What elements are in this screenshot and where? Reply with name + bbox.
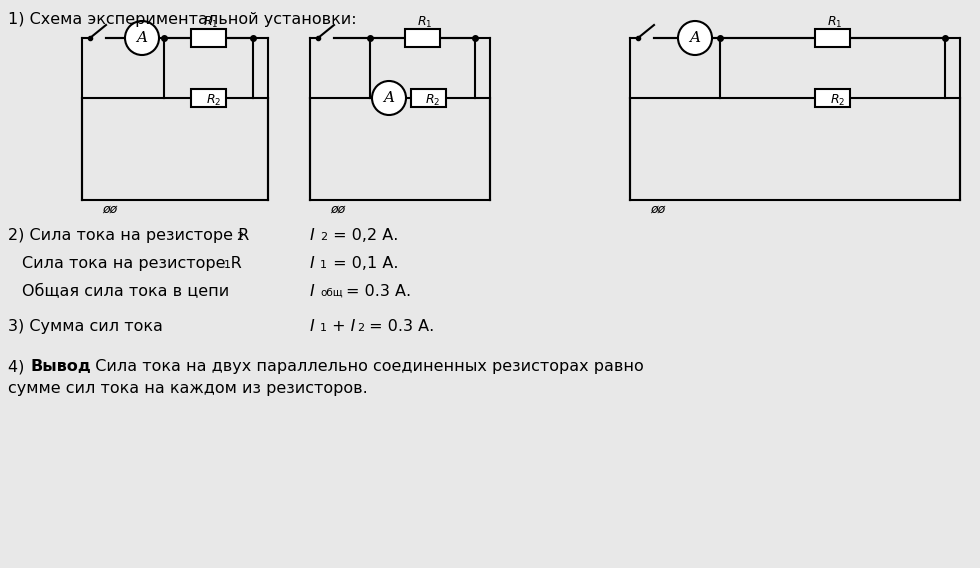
Bar [405, 29, 440, 47]
Text: = 0,2 А.: = 0,2 А. [328, 228, 399, 243]
Text: $R_2$: $R_2$ [830, 93, 845, 107]
Text: 4): 4) [8, 359, 29, 374]
Text: Общая сила тока в цепи: Общая сила тока в цепи [22, 284, 229, 299]
Text: 1: 1 [320, 323, 327, 333]
Text: 2: 2 [357, 323, 365, 333]
Bar [815, 29, 850, 47]
Text: øø: øø [651, 203, 665, 216]
Circle shape [678, 21, 712, 55]
Text: I: I [310, 256, 315, 271]
Text: общ: общ [320, 288, 343, 298]
Bar [191, 29, 226, 47]
Bar [815, 89, 850, 107]
Text: $R_1$: $R_1$ [416, 14, 432, 30]
Text: = 0.3 А.: = 0.3 А. [364, 319, 434, 334]
Text: $R_1$: $R_1$ [827, 14, 842, 30]
Text: 1: 1 [320, 260, 327, 270]
Text: + I: + I [327, 319, 356, 334]
Text: øø: øø [330, 203, 346, 216]
Text: 3) Сумма сил тока: 3) Сумма сил тока [8, 319, 163, 334]
Text: Вывод: Вывод [30, 359, 91, 374]
Text: I: I [310, 284, 315, 299]
Text: Сила тока на резисторе R: Сила тока на резисторе R [22, 256, 242, 271]
Text: $R_2$: $R_2$ [206, 93, 221, 107]
Text: A: A [690, 31, 701, 45]
Circle shape [372, 81, 406, 115]
Text: I: I [310, 228, 315, 243]
Text: I: I [310, 319, 315, 334]
Text: øø: øø [102, 203, 118, 216]
Bar [411, 89, 446, 107]
Text: = 0.3 А.: = 0.3 А. [346, 284, 412, 299]
Bar [191, 89, 226, 107]
Text: 2: 2 [236, 232, 243, 242]
Text: $R_2$: $R_2$ [425, 93, 441, 107]
Text: 1) Схема экспериментальной установки:: 1) Схема экспериментальной установки: [8, 12, 357, 27]
Circle shape [125, 21, 159, 55]
Text: 1: 1 [224, 260, 231, 270]
Text: 2) Сила тока на резисторе R: 2) Сила тока на резисторе R [8, 228, 249, 243]
Text: A: A [383, 91, 395, 105]
Text: 2: 2 [320, 232, 327, 242]
Text: A: A [136, 31, 148, 45]
Text: = 0,1 А.: = 0,1 А. [328, 256, 399, 271]
Text: $R_1$: $R_1$ [203, 14, 219, 30]
Text: Сила тока на двух параллельно соединенных резисторах равно: Сила тока на двух параллельно соединенны… [85, 359, 644, 374]
Text: сумме сил тока на каждом из резисторов.: сумме сил тока на каждом из резисторов. [8, 381, 367, 396]
